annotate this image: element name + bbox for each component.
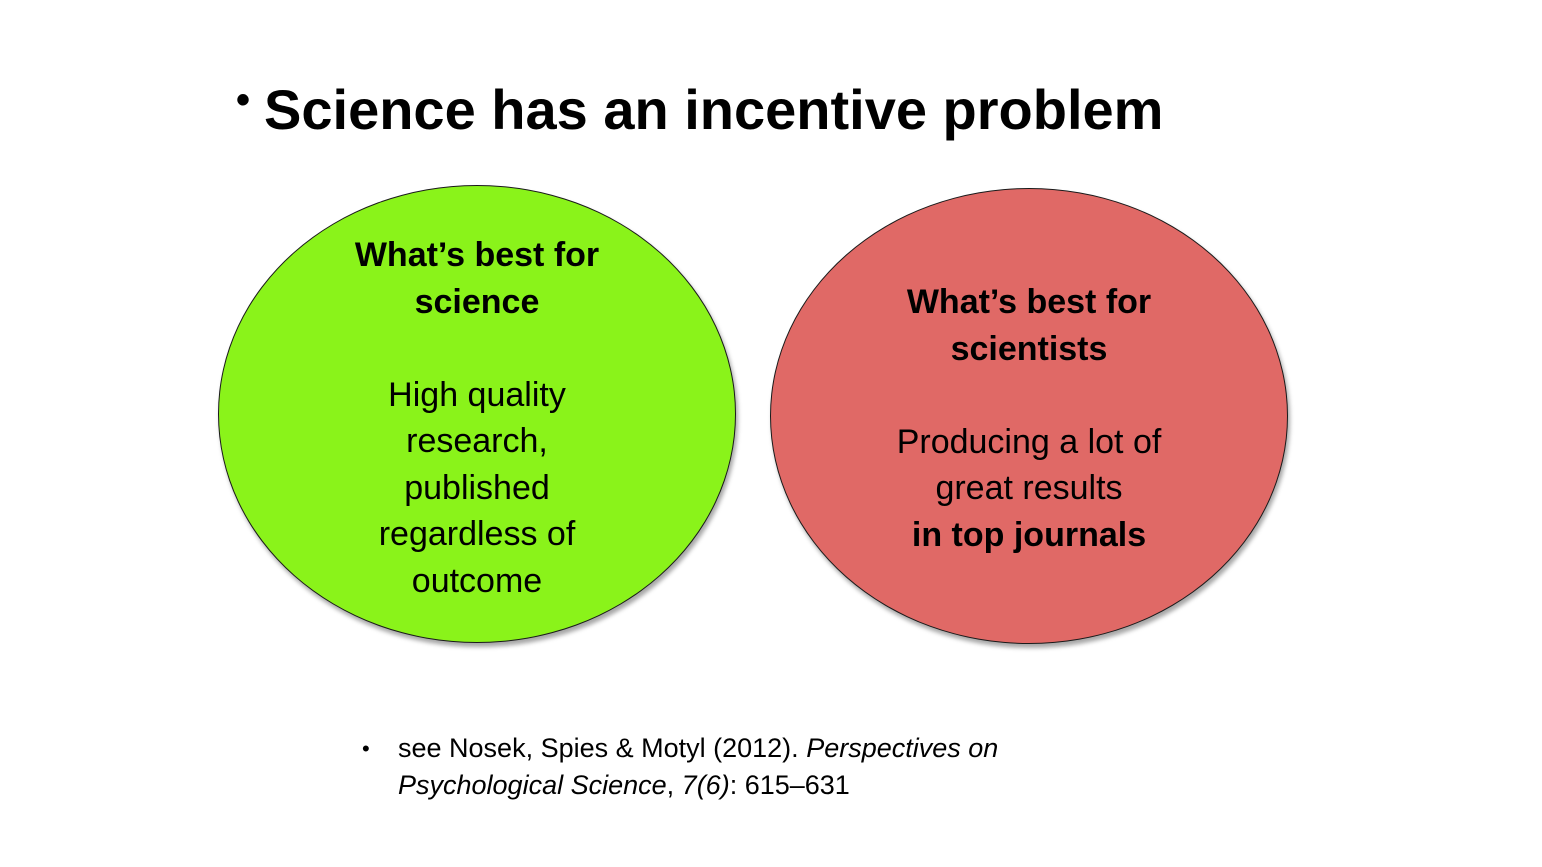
science-body-line-3: published [404, 468, 550, 507]
science-body-line-2: research, [406, 422, 548, 460]
science-ellipse-text: What’s best for science High quality res… [219, 232, 735, 604]
reference-journal-start: Perspectives on [806, 733, 999, 763]
reference-body: see Nosek, Spies & Motyl (2012). Perspec… [398, 730, 1118, 804]
scientists-emphasis-line: in top journals [911, 515, 1147, 554]
slide-title: • Science has an incentive problem [236, 72, 1163, 152]
reference-pages: : 615–631 [729, 770, 850, 800]
science-body-line-4: regardless of [378, 515, 576, 553]
reference-separator: , [666, 770, 682, 800]
scientists-body-line-2: great results [935, 469, 1123, 507]
scientists-heading-line-2: scientists [950, 329, 1108, 368]
reference-bullet: • [362, 736, 370, 761]
reference-line-2: Psychological Science, 7(6): 615–631 [398, 767, 1118, 804]
reference-line-1: see Nosek, Spies & Motyl (2012). Perspec… [398, 730, 1118, 767]
scientists-body-line-1: Producing a lot of [896, 422, 1162, 461]
scientists-ellipse: What’s best for scientists Producing a l… [770, 188, 1288, 644]
science-ellipse: What’s best for science High quality res… [218, 185, 736, 643]
scientists-ellipse-text: What’s best for scientists Producing a l… [771, 279, 1287, 558]
spacer [771, 372, 1287, 419]
title-bullet: • [236, 78, 251, 122]
title-text: Science has an incentive problem [264, 78, 1164, 141]
spacer [219, 325, 735, 372]
science-heading-line-1: What’s best for [354, 236, 600, 274]
science-heading-line-2: science [414, 282, 540, 321]
reference-volume: 7(6) [681, 770, 730, 800]
scientists-heading-line-1: What’s best for [906, 283, 1152, 321]
science-body-line-5: outcome [411, 561, 543, 600]
reference-journal-end: Psychological Science [398, 770, 667, 800]
reference-authors: see Nosek, Spies & Motyl (2012). [398, 733, 807, 763]
science-body-line-1: High quality [388, 375, 566, 414]
